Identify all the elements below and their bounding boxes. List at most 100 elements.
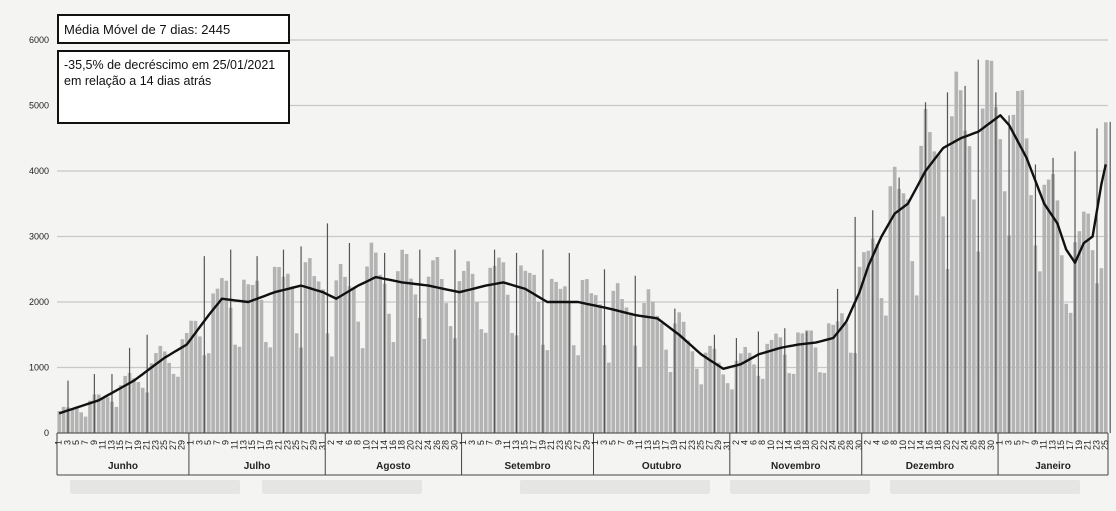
daily-bar	[1060, 255, 1064, 433]
daily-bar	[752, 364, 756, 433]
daily-bar	[422, 338, 426, 433]
day-tick-label: 27	[168, 440, 178, 450]
daily-bar	[70, 408, 75, 433]
daily-bar	[198, 336, 202, 433]
day-tick-label: 8	[353, 440, 363, 445]
daily-bar	[250, 284, 255, 433]
daily-bar	[1002, 191, 1007, 433]
day-tick-label: 31	[317, 440, 327, 450]
day-tick-label: 18	[397, 440, 407, 450]
day-tick-label: 30	[986, 440, 996, 450]
daily-bar	[936, 154, 941, 433]
daily-bar	[1104, 122, 1108, 434]
daily-bar	[396, 271, 400, 433]
month-label: Dezembro	[906, 461, 954, 472]
day-tick-label: 23	[555, 440, 565, 450]
y-tick-label: 5000	[29, 101, 49, 111]
day-tick-label: 11	[98, 440, 108, 449]
daily-bar	[690, 351, 695, 433]
day-tick-label: 22	[819, 440, 829, 450]
daily-bar	[338, 263, 343, 433]
day-tick-label: 7	[1021, 440, 1031, 445]
day-tick-label: 11	[229, 440, 239, 449]
day-tick-label: 11	[502, 440, 512, 449]
daily-bar	[497, 257, 501, 433]
daily-bar	[866, 250, 871, 433]
day-tick-label: 15	[247, 440, 257, 450]
daily-bar	[57, 410, 61, 433]
daily-bar	[189, 320, 193, 433]
daily-bar	[118, 385, 123, 433]
daily-bar	[426, 276, 431, 433]
moving-average-title-box: Média Móvel de 7 dias: 2445	[57, 14, 290, 44]
daily-bar	[171, 373, 176, 433]
daily-bar	[444, 303, 448, 433]
day-tick-label: 6	[344, 440, 354, 445]
day-tick-label: 16	[388, 440, 398, 450]
daily-bar	[637, 367, 642, 433]
daily-bar	[862, 252, 866, 433]
daily-bar	[554, 281, 558, 433]
daily-bar	[448, 326, 453, 433]
day-tick-label: 8	[757, 440, 767, 445]
daily-bar	[1064, 303, 1069, 433]
daily-bar	[747, 352, 752, 433]
daily-bar	[114, 406, 119, 433]
daily-bar	[193, 320, 198, 433]
daily-bar	[796, 332, 800, 433]
month-label: Setembro	[504, 461, 550, 472]
day-tick-label: 16	[792, 440, 802, 450]
day-tick-label: 23	[282, 440, 292, 450]
daily-bar	[629, 312, 633, 433]
daily-bar	[286, 273, 290, 433]
day-tick-label: 4	[335, 440, 345, 445]
daily-bar	[206, 353, 211, 433]
daily-bar	[985, 59, 989, 434]
daily-bar	[848, 352, 853, 433]
daily-bar	[1016, 90, 1020, 434]
day-tick-label: 6	[748, 440, 758, 445]
daily-bar	[607, 362, 611, 433]
daily-bar	[352, 287, 356, 433]
day-tick-label: 29	[581, 440, 591, 450]
day-tick-label: 14	[784, 440, 794, 450]
daily-bar	[1020, 90, 1025, 434]
daily-bar	[220, 278, 224, 433]
daily-bar	[580, 279, 585, 433]
daily-bar	[74, 407, 79, 433]
daily-bar	[312, 276, 317, 433]
daily-bar	[818, 372, 822, 433]
daily-bar	[615, 283, 620, 433]
day-tick-label: 7	[616, 440, 626, 445]
daily-bar	[769, 339, 774, 433]
day-tick-label: 21	[273, 440, 283, 450]
daily-bar	[563, 286, 567, 433]
moving-average-title: Média Móvel de 7 dias: 2445	[64, 22, 231, 37]
day-tick-label: 11	[1039, 440, 1049, 449]
daily-bar	[400, 249, 405, 433]
day-tick-label: 13	[643, 440, 653, 450]
daily-bar	[765, 343, 769, 433]
moving-average-line	[58, 114, 1107, 415]
daily-bar	[96, 394, 101, 433]
day-tick-label: 5	[71, 440, 81, 445]
day-tick-label: 28	[845, 440, 855, 450]
decrease-note: -35,5% de decréscimo em 25/01/2021 em re…	[64, 58, 276, 88]
daily-bar	[536, 301, 541, 433]
daily-bar	[725, 383, 730, 433]
daily-bar	[475, 301, 479, 433]
day-tick-label: 2	[731, 440, 741, 445]
day-tick-label: 2	[326, 440, 336, 445]
month-label: Julho	[244, 461, 271, 472]
day-tick-label: 9	[221, 440, 231, 445]
day-tick-label: 30	[854, 440, 864, 450]
daily-bar	[180, 339, 185, 433]
daily-bar	[791, 373, 796, 433]
day-tick-label: 28	[977, 440, 987, 450]
daily-bar	[760, 378, 765, 433]
daily-bar	[739, 353, 743, 433]
day-tick-label: 19	[669, 440, 679, 450]
day-tick-label: 7	[485, 440, 495, 445]
daily-bar	[730, 389, 734, 433]
daily-bar	[365, 266, 369, 433]
